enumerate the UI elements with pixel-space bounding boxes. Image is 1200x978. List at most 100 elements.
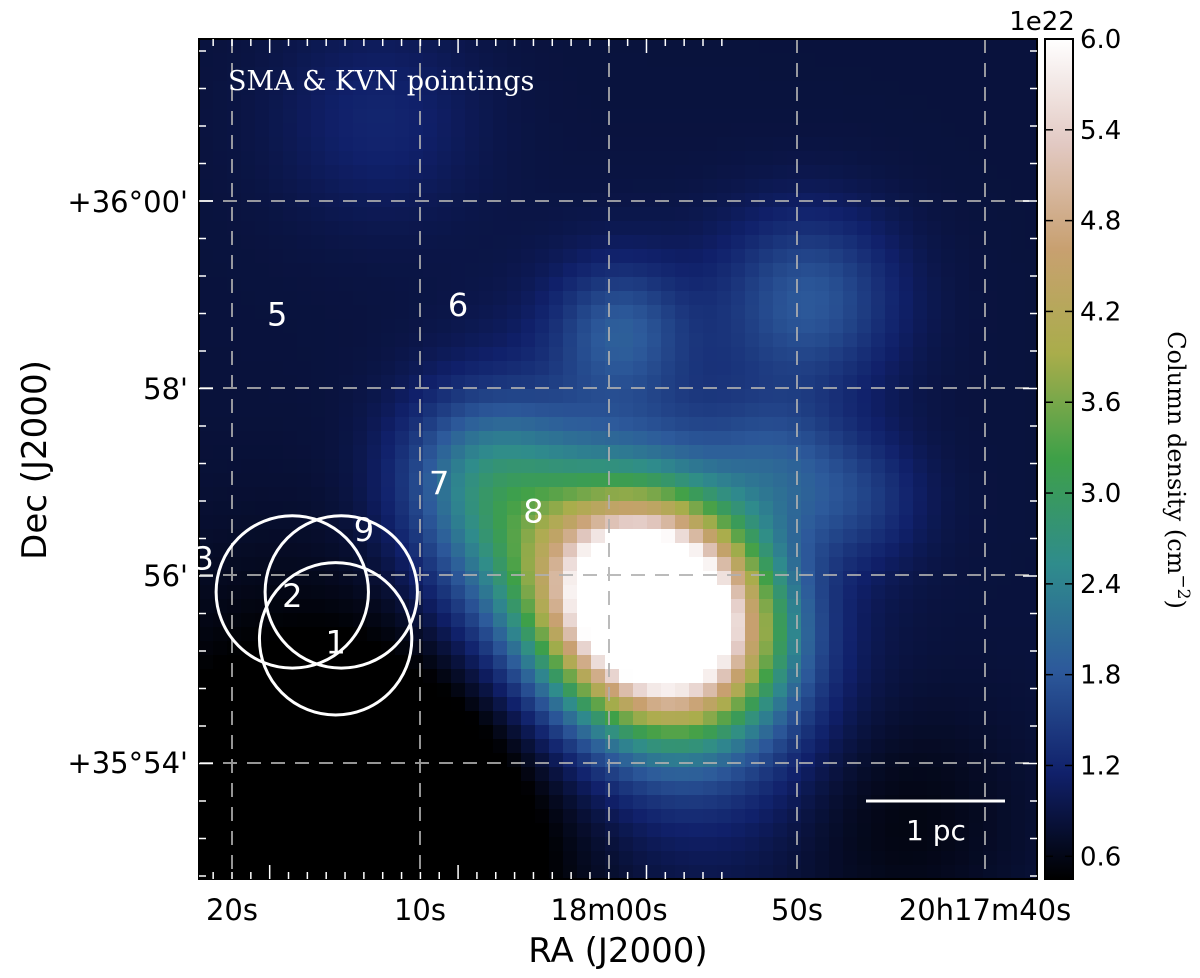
map-pixel: [283, 599, 298, 614]
map-pixel: [885, 501, 900, 516]
map-pixel: [241, 165, 256, 180]
map-pixel: [521, 123, 536, 138]
map-pixel: [773, 417, 788, 432]
map-pixel: [997, 305, 1012, 320]
map-pixel: [955, 585, 970, 600]
map-pixel: [437, 417, 452, 432]
map-pixel: [437, 263, 452, 278]
map-pixel: [297, 319, 312, 334]
map-pixel: [871, 501, 886, 516]
map-pixel: [675, 333, 690, 348]
map-pixel: [591, 193, 606, 208]
map-pixel: [465, 431, 480, 446]
map-pixel: [927, 515, 942, 530]
map-pixel: [829, 627, 844, 642]
map-pixel: [829, 375, 844, 390]
map-pixel: [535, 641, 550, 656]
map-pixel: [619, 711, 634, 726]
map-pixel: [213, 165, 228, 180]
map-pixel: [717, 389, 732, 404]
map-pixel: [423, 711, 438, 726]
map-pixel: [969, 333, 984, 348]
map-pixel: [633, 403, 648, 418]
map-pixel: [241, 361, 256, 376]
map-pixel: [549, 179, 564, 194]
map-pixel: [885, 571, 900, 586]
map-pixel: [689, 53, 704, 68]
map-pixel: [591, 627, 606, 642]
map-pixel: [1025, 375, 1037, 390]
scale-bar-label: 1 pc: [906, 814, 966, 847]
map-pixel: [745, 613, 760, 628]
map-pixel: [885, 249, 900, 264]
map-pixel: [661, 53, 676, 68]
map-pixel: [283, 375, 298, 390]
map-pixel: [353, 39, 368, 54]
map-pixel: [857, 823, 872, 838]
map-pixel: [899, 109, 914, 124]
map-pixel: [297, 333, 312, 348]
map-pixel: [549, 389, 564, 404]
map-pixel: [521, 53, 536, 68]
map-pixel: [199, 95, 214, 110]
map-pixel: [829, 53, 844, 68]
map-pixel: [745, 263, 760, 278]
map-pixel: [409, 487, 424, 502]
map-pixel: [703, 389, 718, 404]
map-pixel: [955, 235, 970, 250]
map-pixel: [605, 585, 620, 600]
map-pixel: [563, 865, 578, 879]
map-pixel: [297, 627, 312, 642]
map-pixel: [899, 39, 914, 54]
map-pixel: [311, 235, 326, 250]
map-pixel: [843, 81, 858, 96]
map-pixel: [661, 375, 676, 390]
map-pixel: [437, 501, 452, 516]
map-pixel: [493, 739, 508, 754]
map-pixel: [325, 753, 340, 768]
map-pixel: [395, 809, 410, 824]
map-pixel: [199, 767, 214, 782]
map-pixel: [871, 599, 886, 614]
map-pixel: [507, 557, 522, 572]
map-pixel: [815, 81, 830, 96]
map-pixel: [717, 207, 732, 222]
map-pixel: [731, 179, 746, 194]
map-pixel: [269, 865, 284, 879]
map-pixel: [885, 697, 900, 712]
map-pixel: [801, 221, 816, 236]
map-pixel: [717, 305, 732, 320]
map-pixel: [339, 109, 354, 124]
map-pixel: [759, 473, 774, 488]
map-pixel: [647, 165, 662, 180]
map-pixel: [619, 851, 634, 866]
map-pixel: [577, 39, 592, 54]
map-pixel: [563, 207, 578, 222]
map-pixel: [647, 585, 662, 600]
map-pixel: [633, 417, 648, 432]
map-pixel: [339, 571, 354, 586]
map-pixel: [815, 403, 830, 418]
map-pixel: [633, 515, 648, 530]
map-pixel: [423, 207, 438, 222]
map-pixel: [479, 137, 494, 152]
map-pixel: [815, 207, 830, 222]
map-pixel: [577, 767, 592, 782]
map-pixel: [227, 417, 242, 432]
coordinate-grid: [199, 39, 1037, 879]
map-pixel: [885, 851, 900, 866]
map-pixel: [815, 711, 830, 726]
map-pixel: [969, 235, 984, 250]
map-pixel: [941, 165, 956, 180]
map-pixel: [493, 865, 508, 879]
map-pixel: [787, 291, 802, 306]
map-pixel: [843, 361, 858, 376]
map-pixel: [535, 263, 550, 278]
map-pixel: [913, 431, 928, 446]
map-pixel: [843, 151, 858, 166]
map-pixel: [871, 53, 886, 68]
map-pixel: [703, 375, 718, 390]
map-pixel: [801, 515, 816, 530]
map-pixel: [857, 81, 872, 96]
map-pixel: [535, 669, 550, 684]
